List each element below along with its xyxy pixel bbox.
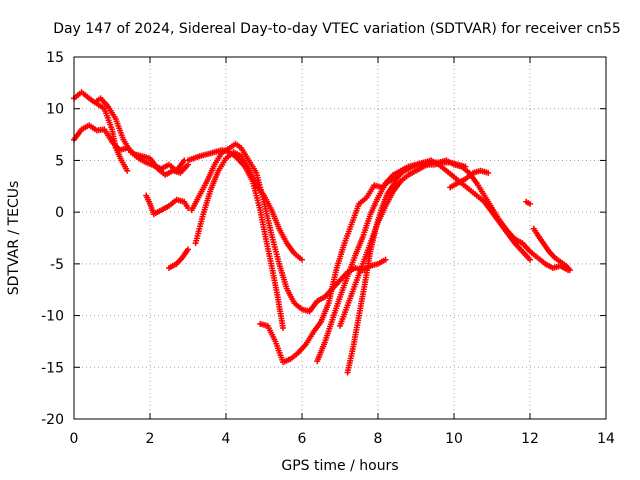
y-tick-label: -10 [41,309,64,325]
y-tick-label: -15 [41,360,64,376]
axis-ticks [73,56,607,420]
series-track-12 [344,165,408,376]
series-track-13 [447,167,492,191]
series-track-7 [192,149,305,263]
plot-frame [73,56,607,420]
x-tick-label: 12 [521,431,539,447]
y-axis-label: SDTVAR / TECUs [6,181,22,296]
data-point [401,165,408,172]
data-point [185,246,191,253]
grid [74,57,606,419]
series-track-3 [93,100,131,174]
series-track-15 [530,225,573,274]
y-tick-label: 0 [55,205,64,221]
x-tick-label: 2 [146,431,155,447]
x-tick-label: 6 [298,431,307,447]
y-tick-label: 15 [46,50,64,66]
data-point [527,200,533,207]
y-tick-label: 5 [55,153,64,169]
chart-title: Day 147 of 2024, Sidereal Day-to-day VTE… [53,21,621,37]
data-point [566,267,573,274]
data-point [280,324,286,331]
y-tick-label: -20 [41,412,64,428]
x-tick-label: 14 [597,431,615,447]
y-tick-label: 10 [46,102,64,118]
data-point [299,256,305,263]
data-point [527,256,533,263]
series-track-10 [314,157,533,365]
x-tick-labels: 0 2 4 6 8 10 12 14 [70,431,615,447]
series-track-2 [71,122,191,178]
x-tick-label: 10 [445,431,463,447]
data-point [382,256,389,263]
y-tick-label: -5 [50,257,64,273]
x-tick-label: 8 [374,431,383,447]
series-track-14 [523,198,533,207]
data-point [124,167,131,174]
series-track-5 [166,246,191,271]
x-axis-label: GPS time / hours [281,458,398,474]
x-tick-label: 4 [222,431,231,447]
y-tick-labels: -20 -15 -10 -5 0 5 10 15 [41,50,64,428]
data-points [71,89,573,376]
series-track-1 [71,89,188,174]
x-tick-label: 0 [70,431,79,447]
data-point [485,169,492,176]
series-track-4 [143,192,191,218]
